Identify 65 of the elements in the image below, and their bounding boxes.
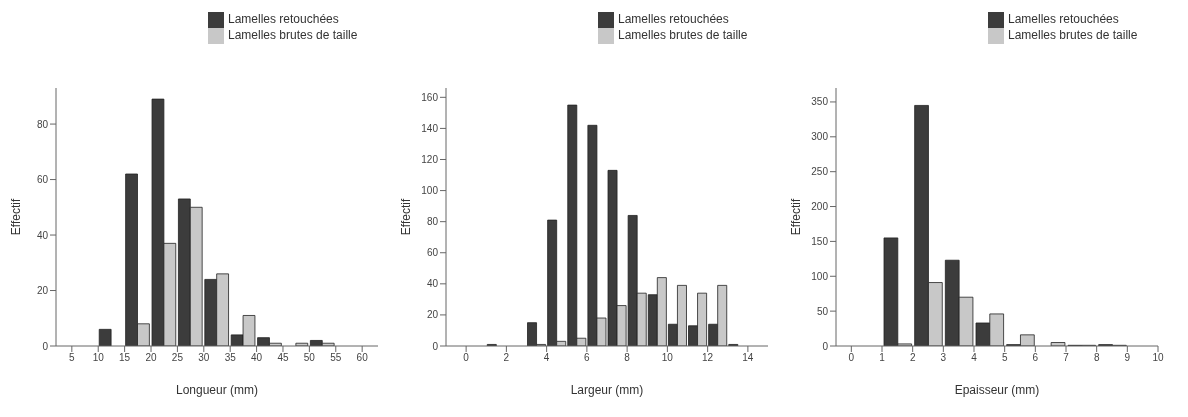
x-tick-label: 12 xyxy=(702,352,714,364)
x-tick-label: 25 xyxy=(171,352,184,364)
legend-label: Lamelles brutes de taille xyxy=(618,28,748,43)
y-tick-label: 80 xyxy=(426,216,439,228)
x-tick-label: 6 xyxy=(584,352,591,364)
x-tick-label: 8 xyxy=(624,352,631,364)
x-tick-label: 30 xyxy=(198,352,210,364)
x-tick-label: 10 xyxy=(1152,352,1164,364)
x-tick-label: 4 xyxy=(543,352,550,364)
legend-label: Lamelles brutes de taille xyxy=(228,28,358,43)
y-axis-title: Effectif xyxy=(399,198,414,236)
y-tick-label: 20 xyxy=(36,285,49,297)
y-axis-title: Effectif xyxy=(789,198,804,236)
y-tick-label: 160 xyxy=(421,91,439,103)
x-tick-label: 5 xyxy=(69,352,76,364)
y-tick-label: 60 xyxy=(36,174,49,186)
x-tick-label: 10 xyxy=(661,352,674,364)
x-tick-label: 2 xyxy=(909,352,916,364)
x-tick-label: 0 xyxy=(463,352,470,364)
y-tick-label: 0 xyxy=(432,340,439,352)
x-tick-label: 45 xyxy=(277,352,289,364)
x-tick-label: 35 xyxy=(224,352,237,364)
legend-label: Lamelles retouchées xyxy=(618,12,729,27)
x-tick-label: 15 xyxy=(119,352,131,364)
x-axis-title: Epaisseur (mm) xyxy=(954,383,1040,397)
y-tick-label: 60 xyxy=(426,247,439,259)
y-tick-label: 20 xyxy=(426,309,439,321)
y-tick-label: 140 xyxy=(421,122,439,134)
y-tick-label: 200 xyxy=(811,201,829,213)
y-tick-label: 0 xyxy=(822,340,829,352)
x-tick-label: 2 xyxy=(503,352,510,364)
y-tick-label: 350 xyxy=(811,96,829,108)
x-tick-label: 50 xyxy=(303,352,316,364)
x-tick-label: 14 xyxy=(742,352,754,364)
y-tick-label: 100 xyxy=(811,270,829,282)
x-axis-title: Largeur (mm) xyxy=(570,383,644,397)
x-tick-label: 55 xyxy=(330,352,342,364)
x-tick-label: 0 xyxy=(848,352,855,364)
x-tick-label: 5 xyxy=(1001,352,1008,364)
x-tick-label: 60 xyxy=(356,352,369,364)
x-tick-label: 20 xyxy=(145,352,158,364)
y-tick-label: 80 xyxy=(36,118,49,130)
x-tick-label: 6 xyxy=(1032,352,1039,364)
x-tick-label: 7 xyxy=(1063,352,1070,364)
y-tick-label: 120 xyxy=(421,154,439,166)
y-tick-label: 50 xyxy=(816,305,829,317)
x-tick-label: 9 xyxy=(1124,352,1131,364)
x-tick-label: 40 xyxy=(251,352,263,364)
x-tick-label: 8 xyxy=(1093,352,1100,364)
x-axis-title: Longueur (mm) xyxy=(175,383,259,397)
y-tick-label: 40 xyxy=(426,278,439,290)
y-tick-label: 100 xyxy=(421,185,439,197)
legend-label: Lamelles brutes de taille xyxy=(1008,28,1138,43)
y-tick-label: 300 xyxy=(811,131,829,143)
legend-label: Lamelles retouchées xyxy=(228,12,339,27)
x-tick-label: 3 xyxy=(940,352,947,364)
legend-label: Lamelles retouchées xyxy=(1008,12,1119,27)
y-tick-label: 150 xyxy=(811,235,829,247)
x-tick-label: 4 xyxy=(971,352,978,364)
x-tick-label: 1 xyxy=(879,352,886,364)
y-tick-label: 250 xyxy=(811,166,829,178)
y-tick-label: 40 xyxy=(36,229,49,241)
y-axis-title: Effectif xyxy=(9,198,24,236)
x-tick-label: 10 xyxy=(92,352,105,364)
y-tick-label: 0 xyxy=(42,340,49,352)
